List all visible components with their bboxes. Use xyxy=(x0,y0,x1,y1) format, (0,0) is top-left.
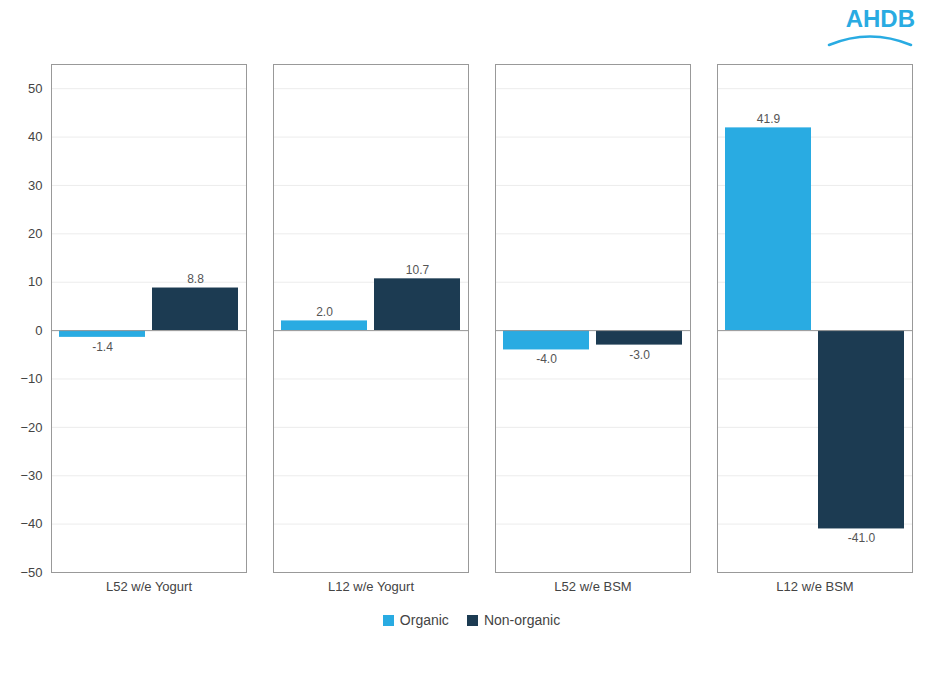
svg-text:40: 40 xyxy=(28,129,42,144)
svg-text:8.8: 8.8 xyxy=(187,272,204,286)
svg-text:20: 20 xyxy=(28,226,42,241)
html-text:Non-organic: Non-organic xyxy=(483,612,561,628)
svg-text:L52 w/e BSM: L52 w/e BSM xyxy=(554,579,631,594)
svg-text:2.0: 2.0 xyxy=(316,305,333,319)
svg-text:50: 50 xyxy=(28,81,42,96)
svg-text:41.9: 41.9 xyxy=(757,112,781,126)
svg-text:−50: −50 xyxy=(20,565,42,580)
svg-text:−20: −20 xyxy=(20,420,42,435)
html-text:AHDB: AHDB xyxy=(845,5,915,32)
svg-text:-4.0: -4.0 xyxy=(536,352,557,366)
svg-text:L12 w/e BSM: L12 w/e BSM xyxy=(776,579,853,594)
svg-text:-1.4: -1.4 xyxy=(92,340,113,354)
svg-text:-41.0: -41.0 xyxy=(848,531,876,545)
svg-text:−30: −30 xyxy=(20,468,42,483)
svg-text:10: 10 xyxy=(28,274,42,289)
svg-text:L52 w/e Yogurt: L52 w/e Yogurt xyxy=(106,579,192,594)
svg-text:L12 w/e Yogurt: L12 w/e Yogurt xyxy=(328,579,414,594)
svg-text:0: 0 xyxy=(35,323,42,338)
svg-text:-3.0: -3.0 xyxy=(629,348,650,362)
svg-text:30: 30 xyxy=(28,178,42,193)
svg-text:10.7: 10.7 xyxy=(406,263,430,277)
html-text:Organic: Organic xyxy=(399,612,449,628)
svg-text:−40: −40 xyxy=(20,516,42,531)
svg-text:−10: −10 xyxy=(20,371,42,386)
